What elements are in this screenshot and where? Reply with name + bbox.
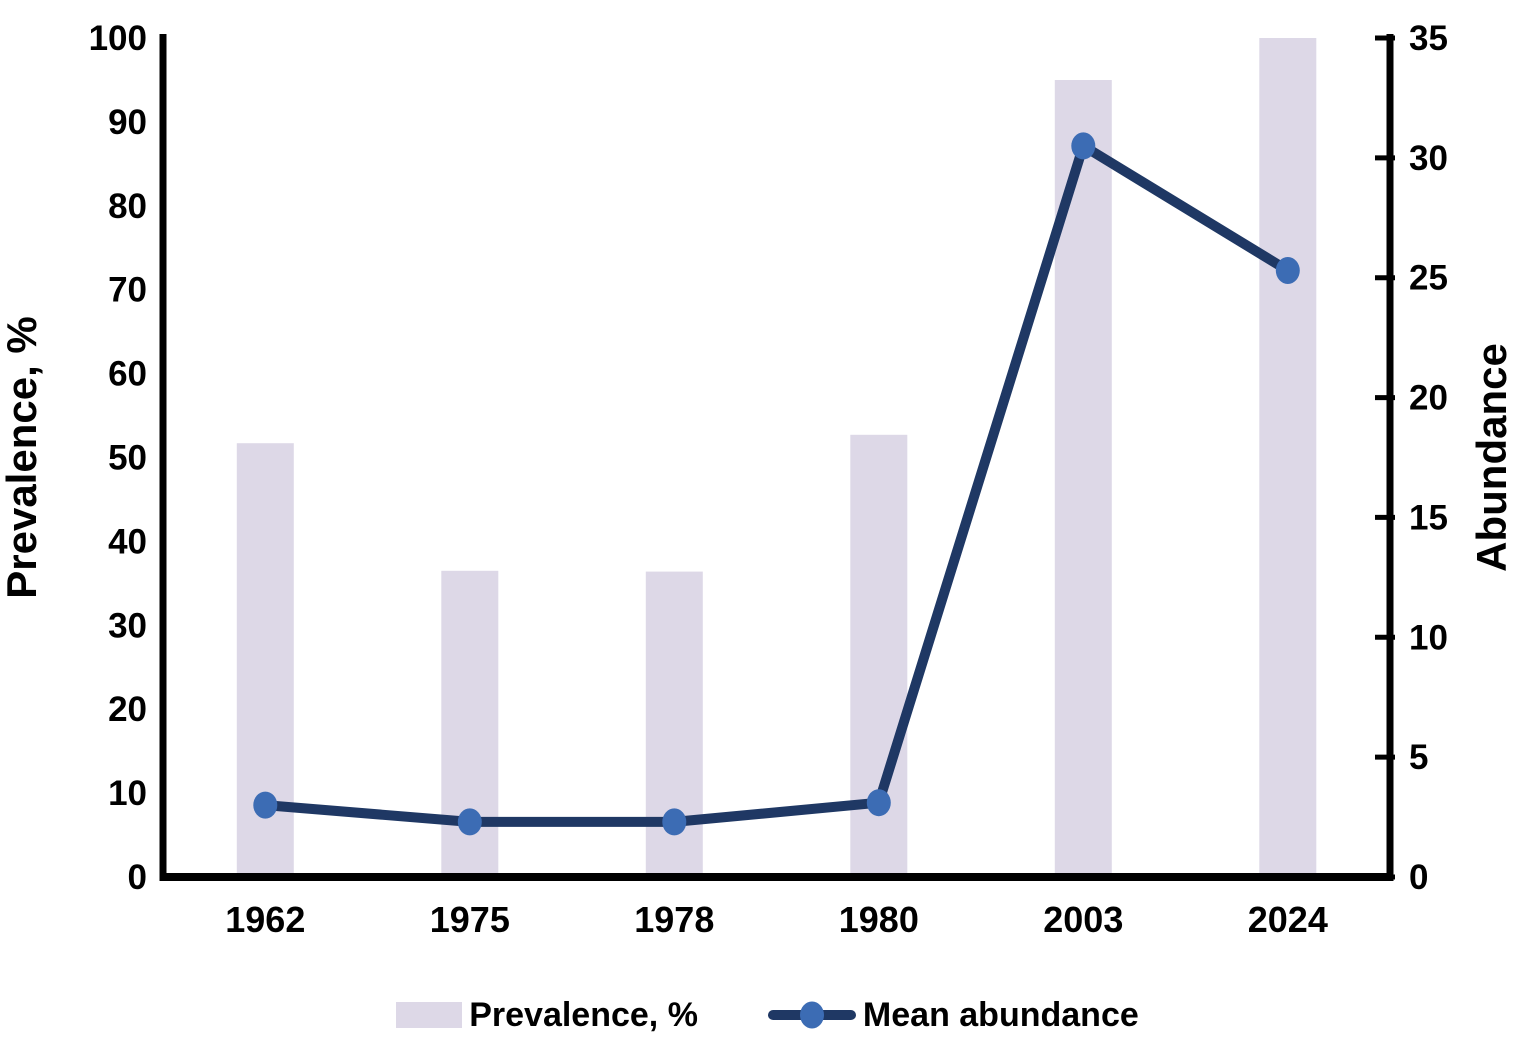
left-tick-label-0: 0: [128, 858, 147, 897]
left-tick-label-40: 40: [108, 522, 147, 561]
x-label-1962: 1962: [225, 899, 305, 940]
right-tick-label-25: 25: [1409, 259, 1448, 298]
x-label-2024: 2024: [1248, 899, 1328, 940]
left-tick-label-10: 10: [108, 774, 147, 813]
bars-layer: [236, 38, 1317, 877]
chart-legend: Prevalence, % Mean abundance: [0, 998, 1535, 1032]
marker-1980: [866, 789, 891, 817]
right-tick-label-10: 10: [1409, 618, 1448, 657]
marker-1962: [253, 791, 278, 819]
x-label-2003: 2003: [1043, 899, 1123, 940]
bar-2024: [1259, 38, 1317, 877]
bar-swatch-icon: [396, 1002, 463, 1028]
marker-1978: [662, 808, 687, 836]
left-axis-title: Prevalence, %: [0, 316, 45, 599]
right-tick-label-5: 5: [1409, 738, 1428, 777]
marker-2003: [1071, 132, 1096, 160]
line-layer: [253, 132, 1300, 836]
left-tick-label-100: 100: [89, 19, 147, 58]
left-tick-label-30: 30: [108, 606, 147, 645]
left-tick-label-50: 50: [108, 439, 147, 478]
marker-dot-icon: [799, 1001, 824, 1029]
line-marker-swatch-icon: [767, 1000, 856, 1030]
marker-1975: [457, 808, 482, 836]
legend-item-prevalence: Prevalence, %: [396, 998, 698, 1032]
x-label-1980: 1980: [839, 899, 919, 940]
right-tick-label-35: 35: [1409, 19, 1448, 58]
legend-label-prevalence: Prevalence, %: [469, 996, 698, 1034]
marker-2024: [1275, 257, 1300, 284]
right-tick-label-15: 15: [1409, 498, 1448, 537]
right-tick-label-0: 0: [1409, 858, 1428, 897]
left-tick-label-90: 90: [108, 103, 147, 142]
left-tick-label-80: 80: [108, 187, 147, 226]
axes-layer: [159, 34, 1395, 881]
right-tick-label-30: 30: [1409, 139, 1448, 178]
labels-layer: 0 5 10 15 20 25 30 35 0 10 20 30 40 50 60 70 80 90 100 1962…: [89, 19, 1448, 940]
x-label-1975: 1975: [430, 899, 510, 940]
mean-abundance-line: [260, 140, 1293, 827]
left-tick-label-60: 60: [108, 355, 147, 394]
legend-item-abundance: Mean abundance: [767, 996, 1139, 1034]
legend-label-abundance: Mean abundance: [862, 996, 1139, 1034]
x-label-1978: 1978: [634, 899, 714, 940]
right-axis-title: Abundance: [1468, 343, 1515, 572]
left-tick-label-20: 20: [108, 690, 147, 729]
right-tick-label-20: 20: [1409, 379, 1448, 418]
left-tick-label-70: 70: [108, 271, 147, 310]
